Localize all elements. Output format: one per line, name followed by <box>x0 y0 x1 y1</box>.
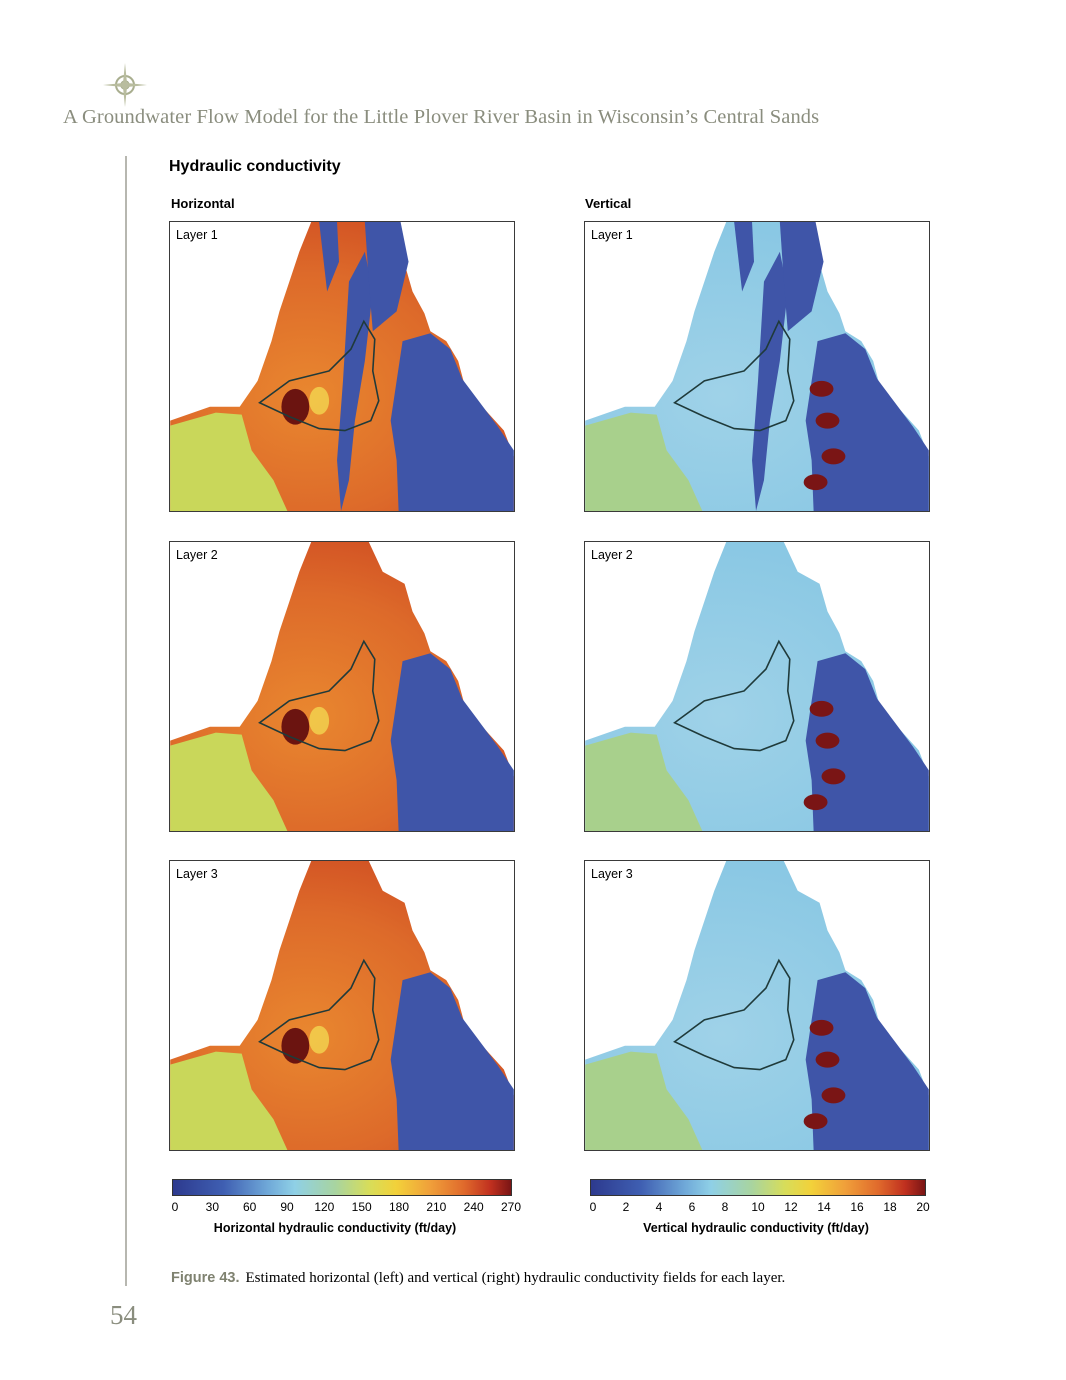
colorbar-tick-label: 120 <box>314 1200 335 1214</box>
layer-label: Layer 3 <box>591 867 633 881</box>
colorbar-tick-label: 30 <box>205 1200 220 1214</box>
high-conductivity-spot <box>815 412 840 429</box>
basin-boundary <box>673 639 795 752</box>
colorbar-tick-label: 0 <box>171 1200 179 1214</box>
colorbar-horizontal-ticks: 0 30 60 90 120 150 180 210 240 270 <box>171 1200 521 1216</box>
figure-number: Figure 43. <box>171 1270 240 1286</box>
colorbar-tick-label: 18 <box>883 1200 897 1214</box>
map-horizontal-layer-3: Layer 3 <box>169 860 515 1151</box>
colorbar-tick-label: 210 <box>426 1200 447 1214</box>
colorbar-tick-label: 60 <box>242 1200 257 1214</box>
running-title: A Groundwater Flow Model for the Little … <box>63 106 820 128</box>
page-number: 54 <box>110 1300 137 1330</box>
east-zone <box>805 653 929 831</box>
east-zone <box>805 333 929 511</box>
conductivity-map <box>170 222 514 511</box>
colorbar-tick-label: 16 <box>850 1200 864 1214</box>
figure-heading: Hydraulic conductivity <box>169 158 341 175</box>
colorbar-tick-label: 180 <box>388 1200 410 1214</box>
colorbar-tick-label: 270 <box>500 1200 522 1214</box>
high-conductivity-spot <box>803 794 828 811</box>
basin-boundary <box>258 958 380 1071</box>
high-conductivity-spot <box>815 732 840 749</box>
high-conductivity-spot <box>809 700 834 717</box>
colorbar-tick-label: 150 <box>351 1200 372 1214</box>
margin-rule <box>125 156 127 1286</box>
conductivity-map <box>585 861 929 1150</box>
channel-zone <box>364 222 409 332</box>
colorbar-tick-label: 20 <box>916 1200 930 1214</box>
channel-zone <box>734 222 755 292</box>
east-zone <box>390 333 514 511</box>
basin-boundary <box>673 958 795 1071</box>
colorbar-tick-label: 90 <box>280 1200 294 1214</box>
colorbar-tick-label: 0 <box>589 1200 597 1214</box>
colorbar-horizontal-title: Horizontal hydraulic conductivity (ft/da… <box>213 1221 457 1235</box>
colorbar-vertical-title: Vertical hydraulic conductivity (ft/day) <box>643 1221 869 1235</box>
basin-boundary <box>258 639 380 752</box>
west-zone <box>585 1051 703 1150</box>
channel-zone <box>319 222 340 292</box>
east-zone <box>390 653 514 831</box>
high-conductivity-spot <box>803 1113 828 1130</box>
layer-label: Layer 1 <box>176 228 218 242</box>
colorbar-tick-label: 8 <box>721 1200 729 1214</box>
moderate-conductivity-spot <box>309 706 330 735</box>
colorbar-vertical-ticks: 0 2 4 6 8 10 12 14 16 18 20 <box>589 1200 930 1216</box>
west-zone <box>585 732 703 831</box>
map-horizontal-layer-2: Layer 2 <box>169 541 515 832</box>
high-conductivity-spot <box>809 380 834 397</box>
map-vertical-layer-1: Layer 1 <box>584 221 930 512</box>
column-label-vertical: Vertical <box>585 196 632 211</box>
colorbar-tick-label: 240 <box>463 1200 484 1214</box>
conductivity-map <box>585 222 929 511</box>
colorbar-tick-label: 4 <box>655 1200 663 1214</box>
east-zone <box>390 972 514 1150</box>
moderate-conductivity-spot <box>309 386 330 415</box>
high-conductivity-spot <box>821 768 846 785</box>
basin-boundary <box>258 319 380 432</box>
high-conductivity-spot <box>821 1087 846 1104</box>
figure-caption: Figure 43. Estimated horizontal (left) an… <box>171 1270 785 1287</box>
layer-label: Layer 3 <box>176 867 218 881</box>
high-conductivity-spot <box>815 1051 840 1068</box>
conductivity-map <box>585 542 929 831</box>
map-vertical-layer-3: Layer 3 <box>584 860 930 1151</box>
colorbar-tick-label: 12 <box>784 1200 798 1214</box>
map-horizontal-layer-1: Layer 1 <box>169 221 515 512</box>
compass-logo-icon <box>103 63 147 107</box>
colorbar-tick-label: 14 <box>817 1200 831 1214</box>
east-zone <box>805 972 929 1150</box>
layer-label: Layer 1 <box>591 228 633 242</box>
high-conductivity-spot <box>809 1019 834 1036</box>
west-zone <box>170 412 288 511</box>
colorbar-vertical <box>590 1179 926 1196</box>
channel-zone <box>337 251 373 511</box>
basin-boundary <box>673 319 795 432</box>
colorbar-tick-label: 6 <box>688 1200 696 1214</box>
west-zone <box>585 412 703 511</box>
high-conductivity-spot <box>803 474 828 491</box>
conductivity-map <box>170 542 514 831</box>
map-vertical-layer-2: Layer 2 <box>584 541 930 832</box>
colorbar-horizontal <box>172 1179 512 1196</box>
column-label-horizontal: Horizontal <box>171 196 235 211</box>
conductivity-map <box>170 861 514 1150</box>
high-conductivity-spot <box>821 448 846 465</box>
layer-label: Layer 2 <box>176 548 218 562</box>
channel-zone <box>752 251 788 511</box>
channel-zone <box>779 222 824 332</box>
caption-text: Estimated horizontal (left) and vertical… <box>245 1270 786 1286</box>
colorbar-tick-label: 10 <box>751 1200 765 1214</box>
layer-label: Layer 2 <box>591 548 633 562</box>
colorbar-tick-label: 2 <box>622 1200 630 1214</box>
west-zone <box>170 1051 288 1150</box>
moderate-conductivity-spot <box>309 1025 330 1054</box>
west-zone <box>170 732 288 831</box>
